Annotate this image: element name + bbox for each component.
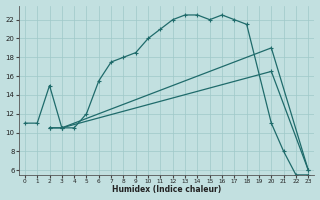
X-axis label: Humidex (Indice chaleur): Humidex (Indice chaleur) bbox=[112, 185, 221, 194]
